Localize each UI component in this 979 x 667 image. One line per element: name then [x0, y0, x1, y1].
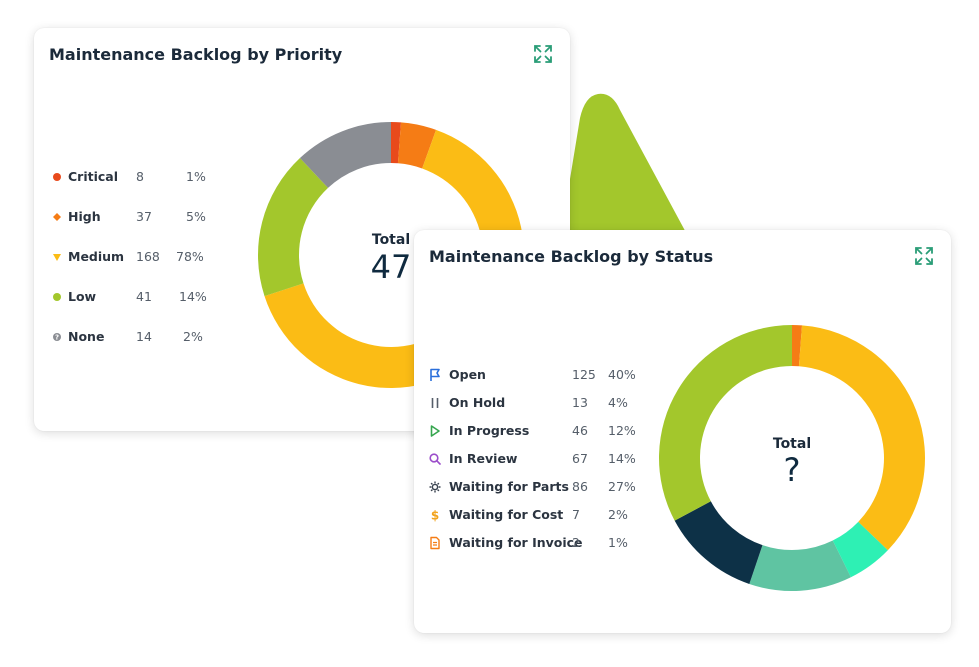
- legend-count: 14: [136, 329, 152, 344]
- status-card-title: Maintenance Backlog by Status: [429, 247, 714, 266]
- legend-label: Low: [68, 289, 97, 304]
- status-card: Maintenance Backlog by Status Open 125 4…: [414, 230, 951, 633]
- status-donut-slices: [659, 325, 925, 591]
- question-icon: ?: [50, 328, 64, 346]
- play-icon: [428, 422, 442, 440]
- status-donut-chart: Total ?: [659, 325, 925, 591]
- legend-label: In Review: [449, 451, 518, 466]
- dot-icon: [50, 288, 64, 306]
- legend-item-waiting-for-parts: Waiting for Parts 86 27%: [428, 478, 658, 498]
- legend-item-critical: Critical 8 1%: [50, 168, 240, 188]
- diamond-icon: [50, 208, 64, 226]
- donut-slice-high: [397, 122, 437, 169]
- legend-label: Waiting for Invoice: [449, 535, 583, 550]
- status-total-label: Total: [773, 436, 811, 452]
- donut-slice-1: [798, 325, 925, 551]
- expand-icon[interactable]: [533, 44, 553, 64]
- legend-item-waiting-for-cost: $ Waiting for Cost 7 2%: [428, 506, 658, 526]
- legend-label: Waiting for Parts: [449, 479, 569, 494]
- legend-count: 46: [572, 423, 588, 438]
- legend-count: 67: [572, 451, 588, 466]
- donut-slice-2: [832, 521, 888, 578]
- triangle-down-icon: [50, 248, 64, 266]
- legend-percent: 1%: [186, 169, 206, 184]
- legend-item-none: ? None 14 2%: [50, 328, 240, 348]
- legend-percent: 40%: [608, 367, 636, 382]
- priority-total-value: 47: [371, 248, 412, 286]
- legend-count: 8: [136, 169, 144, 184]
- legend-percent: 78%: [176, 249, 204, 264]
- legend-count: 168: [136, 249, 160, 264]
- svg-text:?: ?: [55, 334, 59, 342]
- donut-slice-3: [749, 540, 851, 591]
- legend-item-high: High 37 5%: [50, 208, 240, 228]
- donut-slice-none: [299, 122, 391, 188]
- donut-slice-critical: [391, 122, 402, 164]
- legend-count: 86: [572, 479, 588, 494]
- document-icon: [428, 534, 442, 552]
- legend-item-on-hold: On Hold 13 4%: [428, 394, 658, 414]
- legend-percent: 14%: [608, 451, 636, 466]
- dollar-icon: $: [428, 506, 442, 524]
- legend-label: Critical: [68, 169, 119, 184]
- legend-label: In Progress: [449, 423, 530, 438]
- legend-item-open: Open 125 40%: [428, 366, 658, 386]
- legend-item-in-progress: In Progress 46 12%: [428, 422, 658, 442]
- status-total-value: ?: [784, 451, 801, 489]
- legend-label: Open: [449, 367, 486, 382]
- legend-count: 13: [572, 395, 588, 410]
- priority-legend: Critical 8 1% High 37 5% Medium 168 78% …: [50, 168, 240, 368]
- pause-icon: [428, 394, 442, 412]
- legend-item-low: Low 41 14%: [50, 288, 240, 308]
- legend-label: On Hold: [449, 395, 506, 410]
- svg-text:$: $: [431, 509, 439, 523]
- dot-icon: [50, 168, 64, 186]
- legend-count: 125: [572, 367, 596, 382]
- legend-label: High: [68, 209, 101, 224]
- legend-percent: 12%: [608, 423, 636, 438]
- search-icon: [428, 450, 442, 468]
- legend-percent: 2%: [183, 329, 203, 344]
- legend-percent: 27%: [608, 479, 636, 494]
- legend-item-medium: Medium 168 78%: [50, 248, 240, 268]
- flag-icon: [428, 366, 442, 384]
- legend-count: 7: [572, 507, 580, 522]
- legend-percent: 2%: [608, 507, 628, 522]
- donut-slice-0: [792, 325, 803, 367]
- legend-count: 41: [136, 289, 152, 304]
- expand-icon[interactable]: [914, 246, 934, 266]
- priority-card-title: Maintenance Backlog by Priority: [49, 45, 343, 64]
- donut-slice-low: [258, 158, 329, 297]
- donut-slice-4: [674, 501, 763, 584]
- priority-total-label: Total: [372, 232, 410, 248]
- legend-percent: 14%: [179, 289, 207, 304]
- legend-label: Waiting for Cost: [449, 507, 564, 522]
- legend-label: None: [68, 329, 105, 344]
- legend-count: 2: [572, 535, 580, 550]
- legend-count: 37: [136, 209, 152, 224]
- legend-percent: 1%: [608, 535, 628, 550]
- backdrop-triangle-shape: [560, 93, 690, 240]
- legend-item-in-review: In Review 67 14%: [428, 450, 658, 470]
- status-legend: Open 125 40% On Hold 13 4% In Progress 4…: [428, 366, 658, 566]
- donut-slice-5: [659, 325, 792, 521]
- legend-item-waiting-for-invoice: Waiting for Invoice 2 1%: [428, 534, 658, 554]
- legend-label: Medium: [68, 249, 125, 264]
- gear-icon: [428, 478, 442, 496]
- legend-percent: 4%: [608, 395, 628, 410]
- legend-percent: 5%: [186, 209, 206, 224]
